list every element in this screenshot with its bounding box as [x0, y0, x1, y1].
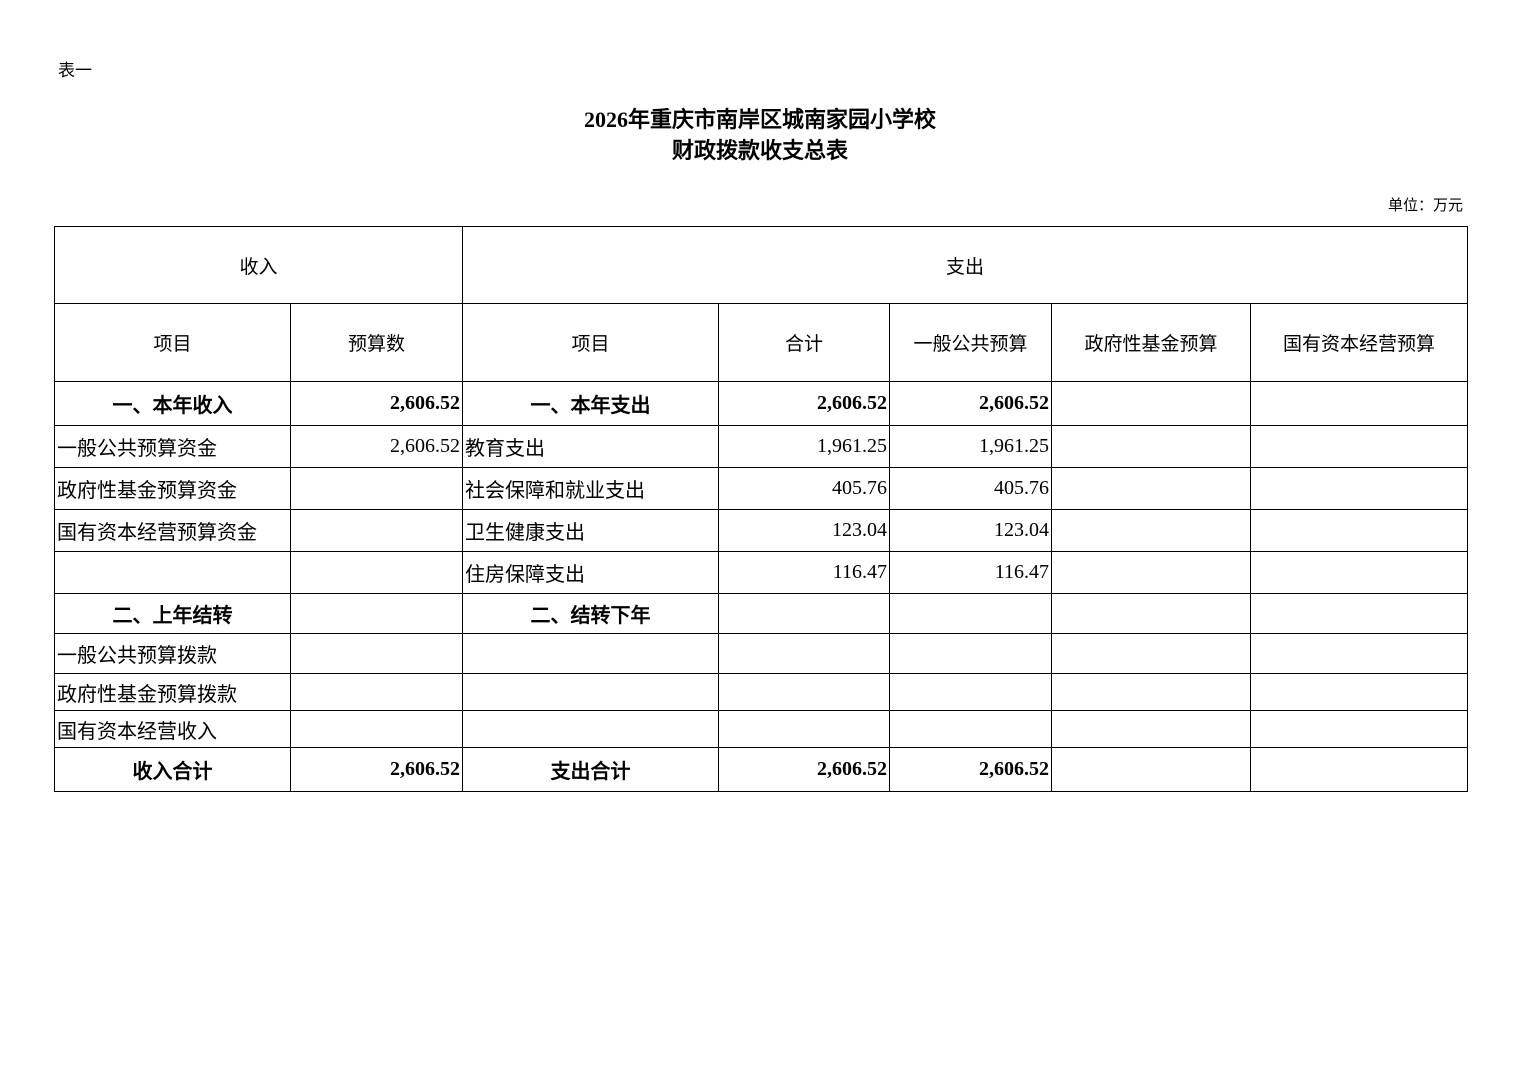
table-row: 住房保障支出 116.47 116.47	[54, 551, 1469, 594]
column-header-expense-item: 项目	[462, 303, 720, 382]
table-number-label: 表一	[58, 61, 92, 81]
cell-expense-total: 123.04	[718, 509, 891, 552]
column-header-income-budget: 预算数	[289, 303, 464, 382]
cell-income-item: 一般公共预算资金	[54, 425, 291, 468]
budget-summary-table: 收入 支出 项目 预算数 项目 合计 一般公共预算 政府性基金预算 国有资本经营预算 一、本…	[53, 226, 1469, 792]
cell-state-capital-budget	[1250, 425, 1469, 468]
cell-expense-item: 卫生健康支出	[462, 509, 720, 552]
cell-government-fund-budget	[1051, 710, 1252, 748]
table-row: 一、本年收入 2,606.52 一、本年支出 2,606.52 2,606.52	[54, 381, 1469, 426]
cell-general-public-budget: 123.04	[889, 509, 1053, 552]
cell-general-public-budget	[889, 673, 1053, 711]
cell-general-public-budget	[889, 633, 1053, 674]
cell-state-capital-budget	[1250, 633, 1469, 674]
cell-government-fund-budget	[1051, 381, 1252, 426]
cell-income-budget	[289, 633, 464, 674]
cell-expense-total: 1,961.25	[718, 425, 891, 468]
cell-general-public-budget: 2,606.52	[889, 381, 1053, 426]
column-header-general-public-budget: 一般公共预算	[889, 303, 1053, 382]
cell-expense-item	[462, 710, 720, 748]
cell-income-item: 一般公共预算拨款	[54, 633, 291, 674]
cell-expense-total: 2,606.52	[718, 381, 891, 426]
cell-government-fund-budget	[1051, 633, 1252, 674]
column-header-government-fund-budget: 政府性基金预算	[1051, 303, 1252, 382]
cell-expense-total: 405.76	[718, 467, 891, 510]
cell-expense-item	[462, 673, 720, 711]
cell-government-fund-budget	[1051, 509, 1252, 552]
table-row: 国有资本经营预算资金 卫生健康支出 123.04 123.04	[54, 509, 1469, 552]
table-row: 国有资本经营收入	[54, 710, 1469, 748]
cell-income-budget: 2,606.52	[289, 425, 464, 468]
cell-government-fund-budget	[1051, 467, 1252, 510]
cell-expense-item: 住房保障支出	[462, 551, 720, 594]
cell-state-capital-budget	[1250, 710, 1469, 748]
cell-expense-item: 教育支出	[462, 425, 720, 468]
table-row: 收入合计 2,606.52 支出合计 2,606.52 2,606.52	[54, 747, 1469, 792]
cell-state-capital-budget	[1250, 551, 1469, 594]
cell-expense-total	[718, 633, 891, 674]
column-header-state-capital-budget: 国有资本经营预算	[1250, 303, 1469, 382]
cell-income-budget	[289, 593, 464, 634]
cell-expense-total: 2,606.52	[718, 747, 891, 792]
cell-income-item: 国有资本经营预算资金	[54, 509, 291, 552]
cell-expense-total: 116.47	[718, 551, 891, 594]
cell-income-budget	[289, 467, 464, 510]
cell-expense-item: 一、本年支出	[462, 381, 720, 426]
cell-government-fund-budget	[1051, 425, 1252, 468]
cell-income-item: 国有资本经营收入	[54, 710, 291, 748]
cell-income-item: 一、本年收入	[54, 381, 291, 426]
table-row: 二、上年结转 二、结转下年	[54, 593, 1469, 634]
table-row: 一般公共预算拨款	[54, 633, 1469, 674]
cell-income-budget	[289, 509, 464, 552]
cell-income-item: 政府性基金预算拨款	[54, 673, 291, 711]
cell-general-public-budget	[889, 710, 1053, 748]
column-header-income-item: 项目	[54, 303, 291, 382]
cell-state-capital-budget	[1250, 673, 1469, 711]
cell-expense-total	[718, 710, 891, 748]
cell-income-budget: 2,606.52	[289, 381, 464, 426]
cell-income-budget	[289, 710, 464, 748]
cell-general-public-budget	[889, 593, 1053, 634]
cell-income-budget	[289, 551, 464, 594]
cell-general-public-budget: 116.47	[889, 551, 1053, 594]
cell-income-item	[54, 551, 291, 594]
cell-income-item: 政府性基金预算资金	[54, 467, 291, 510]
cell-general-public-budget: 1,961.25	[889, 425, 1053, 468]
cell-general-public-budget: 405.76	[889, 467, 1053, 510]
cell-income-budget: 2,606.52	[289, 747, 464, 792]
cell-expense-total	[718, 673, 891, 711]
cell-expense-item: 社会保障和就业支出	[462, 467, 720, 510]
expense-group-header: 支出	[462, 226, 1469, 304]
cell-government-fund-budget	[1051, 673, 1252, 711]
income-group-header: 收入	[53, 226, 464, 304]
table-row: 政府性基金预算拨款	[54, 673, 1469, 711]
column-header-expense-total: 合计	[718, 303, 891, 382]
cell-state-capital-budget	[1250, 593, 1469, 634]
cell-expense-item: 支出合计	[462, 747, 720, 792]
cell-income-budget	[289, 673, 464, 711]
page-subtitle: 财政拨款收支总表	[671, 138, 848, 163]
cell-state-capital-budget	[1250, 747, 1469, 792]
page-title: 2026年重庆市南岸区城南家园小学校	[583, 107, 936, 132]
cell-government-fund-budget	[1051, 593, 1252, 634]
cell-income-item: 二、上年结转	[54, 593, 291, 634]
cell-expense-item: 二、结转下年	[462, 593, 720, 634]
cell-state-capital-budget	[1250, 509, 1469, 552]
cell-income-item: 收入合计	[54, 747, 291, 792]
cell-general-public-budget: 2,606.52	[889, 747, 1053, 792]
cell-government-fund-budget	[1051, 551, 1252, 594]
cell-expense-item	[462, 633, 720, 674]
cell-state-capital-budget	[1250, 467, 1469, 510]
cell-expense-total	[718, 593, 891, 634]
cell-government-fund-budget	[1051, 747, 1252, 792]
cell-state-capital-budget	[1250, 381, 1469, 426]
table-row: 一般公共预算资金 2,606.52 教育支出 1,961.25 1,961.25	[54, 425, 1469, 468]
table-row: 政府性基金预算资金 社会保障和就业支出 405.76 405.76	[54, 467, 1469, 510]
unit-label: 单位：万元	[1387, 196, 1463, 214]
